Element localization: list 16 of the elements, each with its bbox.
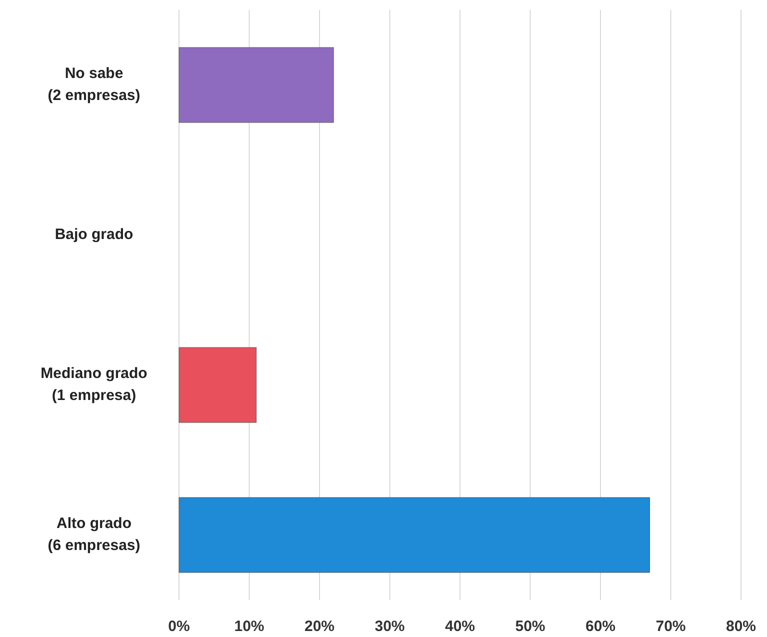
x-tick-label: 0% bbox=[168, 618, 190, 635]
x-tick-label: 20% bbox=[304, 618, 335, 635]
y-tick-label: Bajo grado bbox=[54, 226, 134, 243]
x-tick-label: 50% bbox=[515, 618, 546, 635]
x-tick-label: 60% bbox=[585, 618, 616, 635]
x-tick-label: 80% bbox=[726, 618, 756, 635]
bar bbox=[178, 347, 257, 423]
x-tick-label: 40% bbox=[444, 618, 476, 635]
bar bbox=[178, 47, 334, 123]
x-tick-label: 10% bbox=[234, 618, 264, 635]
y-tick-label: Alto grado (6 empresas) bbox=[48, 514, 140, 554]
x-tick-label: 70% bbox=[656, 618, 686, 635]
y-tick-label: No sabe (2 empresas) bbox=[48, 64, 140, 104]
bar bbox=[178, 497, 650, 573]
y-tick-label: Mediano grado (1 empresa) bbox=[40, 364, 148, 404]
x-tick-label: 30% bbox=[374, 618, 405, 635]
